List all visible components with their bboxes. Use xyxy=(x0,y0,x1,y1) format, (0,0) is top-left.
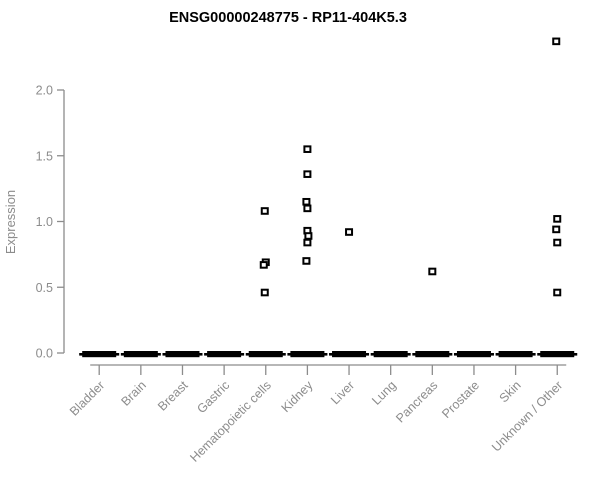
x-category-label: Brain xyxy=(118,378,149,409)
axes-layer: 0.0 0.5 1.0 1.5 2.0 Bladder Brain Breast Gastric… xyxy=(36,84,567,465)
data-point xyxy=(260,207,269,215)
x-category-label: Breast xyxy=(155,378,191,414)
data-point xyxy=(259,261,268,269)
x-category-label: Pancreas xyxy=(393,378,440,425)
zero-cluster-bar xyxy=(165,351,200,358)
data-point xyxy=(304,232,313,240)
zero-cluster-bar xyxy=(540,351,575,358)
data-point xyxy=(302,197,311,206)
data-point xyxy=(345,228,354,236)
data-point xyxy=(552,37,561,46)
data-point xyxy=(260,288,269,297)
chart-title: ENSG00000248775 - RP11-404K5.3 xyxy=(169,10,407,26)
x-category-label: Unknown / Other xyxy=(489,378,565,454)
zero-cluster-bar xyxy=(498,351,533,358)
zero-cluster-bar xyxy=(332,351,367,358)
data-point xyxy=(303,204,312,213)
data-point xyxy=(428,267,437,276)
x-category-label: Bladder xyxy=(67,378,107,418)
y-tick-label: 0.0 xyxy=(36,347,53,361)
zero-cluster-bar xyxy=(373,351,408,358)
x-category-label: Prostate xyxy=(439,378,482,421)
data-point xyxy=(553,215,562,223)
x-category-label: Lung xyxy=(369,378,399,408)
zero-cluster-bar xyxy=(290,351,325,358)
y-tick-label: 1.5 xyxy=(36,149,53,163)
zero-cluster-bar xyxy=(248,351,283,358)
x-category-label: Hematopoietic cells xyxy=(187,378,274,465)
x-category-label: Gastric xyxy=(194,378,232,416)
x-category-label: Skin xyxy=(497,378,524,405)
zero-cluster-bar xyxy=(415,351,450,358)
y-tick-label: 2.0 xyxy=(36,84,53,98)
zero-cluster-bar xyxy=(207,351,242,358)
y-tick-label: 0.5 xyxy=(36,281,53,295)
data-point xyxy=(303,145,312,153)
x-category-label: Liver xyxy=(328,378,357,407)
data-point xyxy=(303,170,312,178)
data-point xyxy=(552,225,561,234)
x-category-label: Kidney xyxy=(279,378,316,415)
data-point xyxy=(302,257,311,265)
zero-cluster-bar xyxy=(123,351,158,358)
zero-cluster-bar xyxy=(456,351,491,358)
data-point xyxy=(553,238,562,247)
zero-cluster-bar xyxy=(82,351,117,358)
y-tick-label: 1.0 xyxy=(36,215,53,229)
data-points-layer xyxy=(79,37,578,358)
y-axis-title: Expression xyxy=(3,190,18,254)
data-point xyxy=(553,288,562,297)
data-point xyxy=(303,238,312,247)
